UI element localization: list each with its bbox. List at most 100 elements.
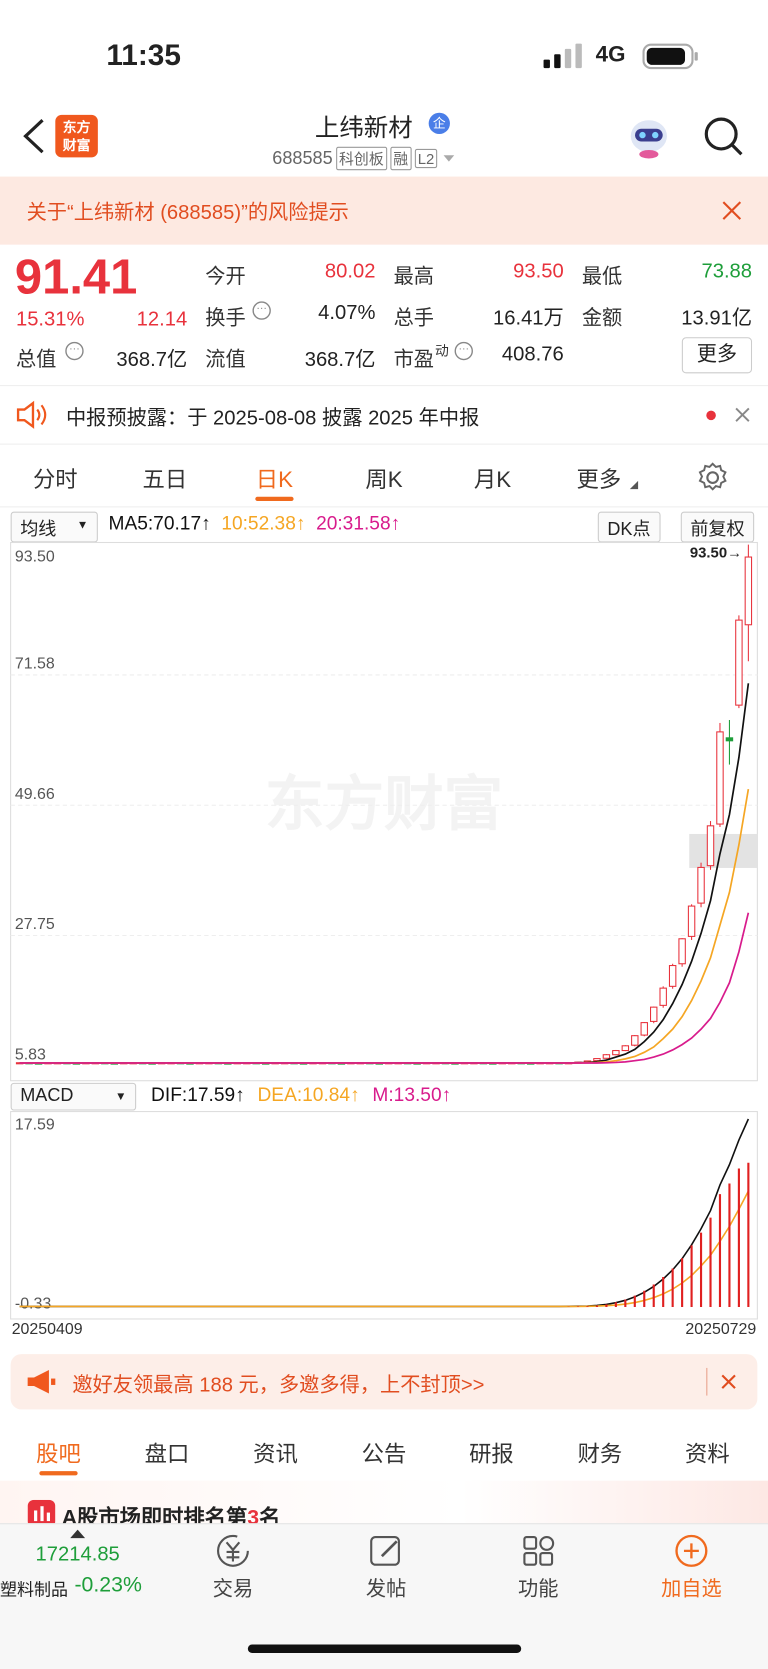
risk-notice[interactable]: 关于“上纬新材 (688585)”的风险提示 <box>26 202 349 225</box>
promo-bar[interactable] <box>10 1354 758 1410</box>
y-tick-label: 5.83 <box>15 1046 46 1063</box>
candle-body <box>612 1050 620 1056</box>
field-value: 73.88 <box>701 260 753 283</box>
y-tick-label: 71.58 <box>15 656 55 673</box>
status-time: 11:35 <box>106 38 181 72</box>
section-tab-active[interactable]: 股吧 <box>36 1442 81 1467</box>
announcement[interactable]: 中报预披露：于 2025-08-08 披露 2025 年中报 <box>65 407 480 430</box>
speaker-icon <box>16 400 47 429</box>
divider <box>706 1367 708 1396</box>
app-logo: 东方 财富 <box>55 114 98 158</box>
field-value: 16.41万 <box>492 307 564 330</box>
caret-up[interactable] <box>70 1529 86 1540</box>
post-icon[interactable] <box>367 1533 405 1569</box>
info-icon[interactable]: ··· <box>64 340 85 361</box>
divider <box>0 506 768 508</box>
action-label[interactable]: 功能 <box>518 1578 559 1601</box>
ma-line <box>19 912 750 1064</box>
more-button[interactable]: 更多 <box>681 337 753 374</box>
y-tick-label: 17.59 <box>15 1117 55 1134</box>
field-label: 流值 <box>205 348 246 372</box>
close-button[interactable] <box>720 1373 737 1390</box>
field-label: 金额 <box>581 307 623 330</box>
y-tick-label: 93.50 <box>15 549 55 566</box>
sector-change[interactable]: -0.23% <box>74 1573 142 1597</box>
dropdown-caret[interactable] <box>441 153 458 164</box>
indicator-select-text: 均线 <box>20 519 57 540</box>
info-icon[interactable]: ··· <box>453 340 474 361</box>
function-icon[interactable] <box>519 1533 557 1569</box>
x-tick-label: 20250729 <box>685 1321 756 1338</box>
period-tab[interactable]: 五日 <box>142 468 188 493</box>
field-value: 368.7亿 <box>116 348 188 372</box>
ranking-number: 3 <box>247 1506 260 1530</box>
close-button[interactable] <box>734 406 751 423</box>
settings-button[interactable] <box>697 462 729 494</box>
indicator-select[interactable]: 均线 ▼ <box>10 511 98 543</box>
section-tab[interactable]: 公告 <box>361 1442 407 1467</box>
back-button[interactable] <box>19 117 51 155</box>
stock-subtitle: 688585 科创板 融 L2 <box>272 146 458 171</box>
dk-button[interactable]: DK点 <box>597 511 661 543</box>
x-tick-label: 20250409 <box>12 1321 83 1338</box>
section-tab[interactable]: 资料 <box>685 1442 730 1467</box>
field-label: 换手 <box>205 307 246 330</box>
search-button[interactable] <box>702 115 745 158</box>
candle-body <box>706 825 715 867</box>
change: 12.14 <box>136 308 188 331</box>
action-label[interactable]: 加自选 <box>661 1578 722 1601</box>
field-label: 最高 <box>393 265 435 289</box>
period-tab[interactable]: 分时 <box>32 468 78 493</box>
section-tab[interactable]: 研报 <box>469 1442 514 1467</box>
action-label[interactable]: 发帖 <box>365 1578 407 1601</box>
macd-select[interactable]: MACD ▼ <box>10 1082 137 1111</box>
field-label: 市盈 <box>393 348 435 372</box>
adjust-button[interactable]: 前复权 <box>680 511 755 543</box>
section-tab[interactable]: 财务 <box>577 1442 623 1467</box>
add-watch-icon[interactable] <box>672 1533 710 1569</box>
index-value[interactable]: 17214.85 <box>35 1543 120 1566</box>
tag: L2 <box>414 148 438 169</box>
ranking-icon <box>27 1499 56 1524</box>
period-tab[interactable]: 周K <box>365 468 403 493</box>
period-tab[interactable]: 更多 <box>576 468 622 493</box>
stock-name: 上纬新材 <box>314 113 413 142</box>
field-value: 368.7亿 <box>304 348 376 372</box>
legend-entry: 20:31.58↑ <box>316 512 401 534</box>
section-tab[interactable]: 盘口 <box>144 1442 190 1467</box>
legend-entry: DIF:17.59↑ <box>151 1083 245 1106</box>
candle-body <box>678 938 686 965</box>
macd-line <box>19 1118 750 1308</box>
y-tick-label: 49.66 <box>15 786 55 803</box>
field-value: 13.91亿 <box>681 307 753 330</box>
tag: 科创板 <box>335 146 387 171</box>
divider <box>0 385 768 387</box>
candle-body <box>593 1058 601 1062</box>
unread-dot <box>706 410 716 421</box>
robot-avatar[interactable] <box>625 115 672 160</box>
candle-body <box>687 905 696 937</box>
svg-text:···: ··· <box>256 303 267 315</box>
sector-name[interactable]: 塑料制品 <box>0 1581 69 1600</box>
risk-bar[interactable] <box>0 176 768 245</box>
period-tab[interactable]: 月K <box>473 468 512 493</box>
info-icon[interactable]: ··· <box>251 300 272 321</box>
section-tab[interactable]: 资讯 <box>253 1442 298 1467</box>
macd-header: MACD ▼ DIF:17.59↑ DEA:10.84↑ M:13.50↑ <box>0 1082 768 1111</box>
home-indicator <box>247 1644 522 1653</box>
charts: 东方财富 93.50 71.58 49.66 27.75 5.83 93.50→ 17.59… <box>10 541 758 1338</box>
caret <box>629 480 639 490</box>
close-button[interactable] <box>721 200 742 221</box>
price-frame <box>10 541 758 1082</box>
badge: 企 <box>428 112 450 135</box>
ma-line <box>19 683 750 1064</box>
period-tab-active[interactable]: 日K <box>255 468 294 493</box>
candle-body <box>621 1045 630 1052</box>
action-label[interactable]: 交易 <box>212 1578 254 1601</box>
stock-code: 688585 <box>272 147 333 169</box>
field-label: 总值 <box>15 348 57 372</box>
promo-text[interactable]: 邀好友领最高 188 元，多邀多得，上不封顶>> <box>72 1374 485 1397</box>
field-value: 80.02 <box>324 260 376 283</box>
trade-icon[interactable] <box>214 1533 252 1569</box>
